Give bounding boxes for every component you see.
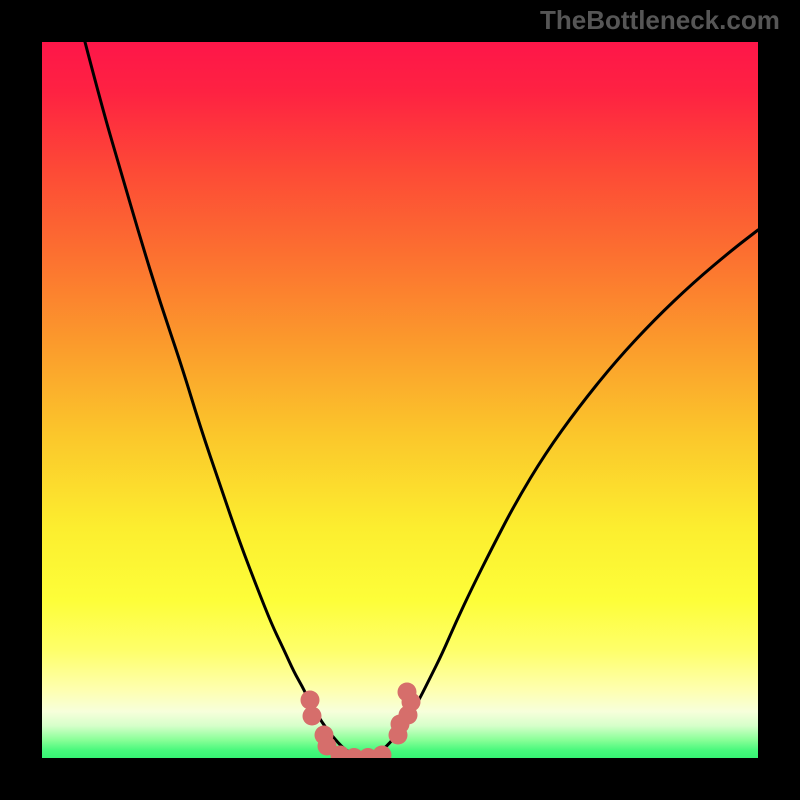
watermark-text: TheBottleneck.com <box>540 5 780 36</box>
outer-frame <box>0 0 800 800</box>
